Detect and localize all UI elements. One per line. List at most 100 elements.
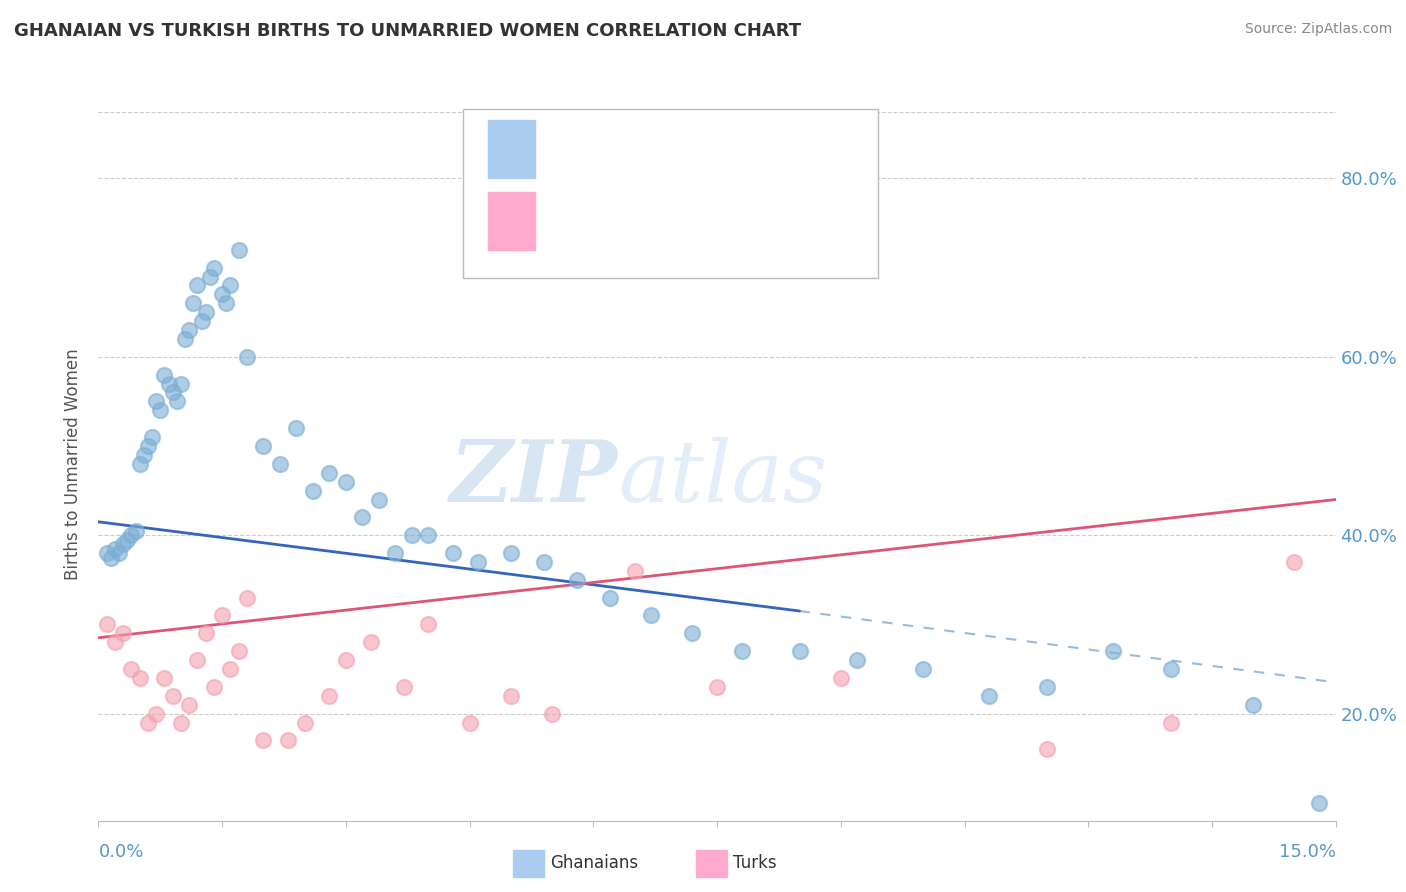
- Point: [190, 314, 212, 328]
- Point: [141, 430, 163, 444]
- Point: [1160, 715, 1182, 730]
- Point: [104, 635, 127, 649]
- Point: [117, 533, 139, 547]
- Text: GHANAIAN VS TURKISH BIRTHS TO UNMARRIED WOMEN CORRELATION CHART: GHANAIAN VS TURKISH BIRTHS TO UNMARRIED …: [14, 22, 801, 40]
- Point: [533, 555, 555, 569]
- Point: [170, 376, 193, 391]
- Text: R =: R =: [544, 132, 583, 150]
- Point: [162, 689, 184, 703]
- Point: [186, 653, 208, 667]
- Point: [179, 698, 201, 712]
- Point: [418, 528, 440, 542]
- Point: [1036, 742, 1059, 756]
- Text: 35: 35: [713, 203, 738, 221]
- Point: [215, 296, 238, 310]
- Point: [100, 550, 122, 565]
- Point: [219, 662, 242, 676]
- Point: [252, 439, 274, 453]
- Point: [458, 715, 481, 730]
- Point: [1102, 644, 1125, 658]
- Point: [277, 733, 299, 747]
- Point: [1241, 698, 1264, 712]
- Point: [120, 528, 142, 542]
- Text: N =: N =: [664, 132, 714, 150]
- Point: [236, 591, 259, 605]
- Point: [153, 671, 176, 685]
- Point: [108, 546, 131, 560]
- Point: [912, 662, 935, 676]
- Point: [318, 466, 340, 480]
- Point: [318, 689, 340, 703]
- Point: [149, 403, 172, 417]
- Point: [731, 644, 754, 658]
- Point: [285, 421, 308, 435]
- Point: [202, 680, 225, 694]
- Point: [599, 591, 621, 605]
- Point: [681, 626, 703, 640]
- Point: [166, 394, 188, 409]
- Point: [128, 671, 150, 685]
- Point: [96, 546, 118, 560]
- Point: [441, 546, 464, 560]
- Point: [136, 439, 159, 453]
- Point: [352, 510, 374, 524]
- Point: [211, 287, 233, 301]
- Point: [186, 278, 208, 293]
- Point: [124, 524, 146, 538]
- Point: [128, 457, 150, 471]
- Point: [211, 608, 233, 623]
- Point: [467, 555, 489, 569]
- Text: Turks: Turks: [733, 855, 776, 872]
- Point: [153, 368, 176, 382]
- Point: [1308, 796, 1330, 810]
- Text: R =: R =: [544, 203, 583, 221]
- Point: [228, 644, 250, 658]
- Point: [132, 448, 155, 462]
- Point: [401, 528, 423, 542]
- Text: Ghanaians: Ghanaians: [550, 855, 638, 872]
- Point: [499, 689, 522, 703]
- Text: 0.0%: 0.0%: [98, 843, 143, 861]
- Text: N =: N =: [664, 203, 714, 221]
- Point: [294, 715, 316, 730]
- Point: [198, 269, 221, 284]
- Point: [830, 671, 852, 685]
- Point: [136, 715, 159, 730]
- Point: [499, 546, 522, 560]
- Point: [104, 541, 127, 556]
- Point: [418, 617, 440, 632]
- Point: [96, 617, 118, 632]
- Text: ZIP: ZIP: [450, 436, 619, 520]
- Point: [1036, 680, 1059, 694]
- Point: [302, 483, 325, 498]
- Text: 15.0%: 15.0%: [1278, 843, 1336, 861]
- Point: [145, 706, 167, 721]
- Point: [979, 689, 1001, 703]
- Point: [640, 608, 662, 623]
- Text: atlas: atlas: [619, 437, 827, 519]
- Point: [112, 537, 135, 551]
- Point: [112, 626, 135, 640]
- Point: [174, 332, 197, 346]
- Point: [367, 492, 389, 507]
- Text: 61: 61: [713, 132, 738, 150]
- Point: [194, 305, 217, 319]
- Point: [179, 323, 201, 337]
- Point: [846, 653, 869, 667]
- Point: [145, 394, 167, 409]
- Point: [157, 376, 180, 391]
- Point: [170, 715, 193, 730]
- Point: [1284, 555, 1306, 569]
- Point: [335, 475, 357, 489]
- Point: [202, 260, 225, 275]
- Point: [219, 278, 242, 293]
- Y-axis label: Births to Unmarried Women: Births to Unmarried Women: [65, 348, 83, 580]
- Point: [335, 653, 357, 667]
- Point: [236, 350, 259, 364]
- Point: [194, 626, 217, 640]
- Text: 0.179: 0.179: [591, 203, 641, 221]
- Point: [181, 296, 204, 310]
- Point: [541, 706, 564, 721]
- Point: [269, 457, 291, 471]
- Point: [252, 733, 274, 747]
